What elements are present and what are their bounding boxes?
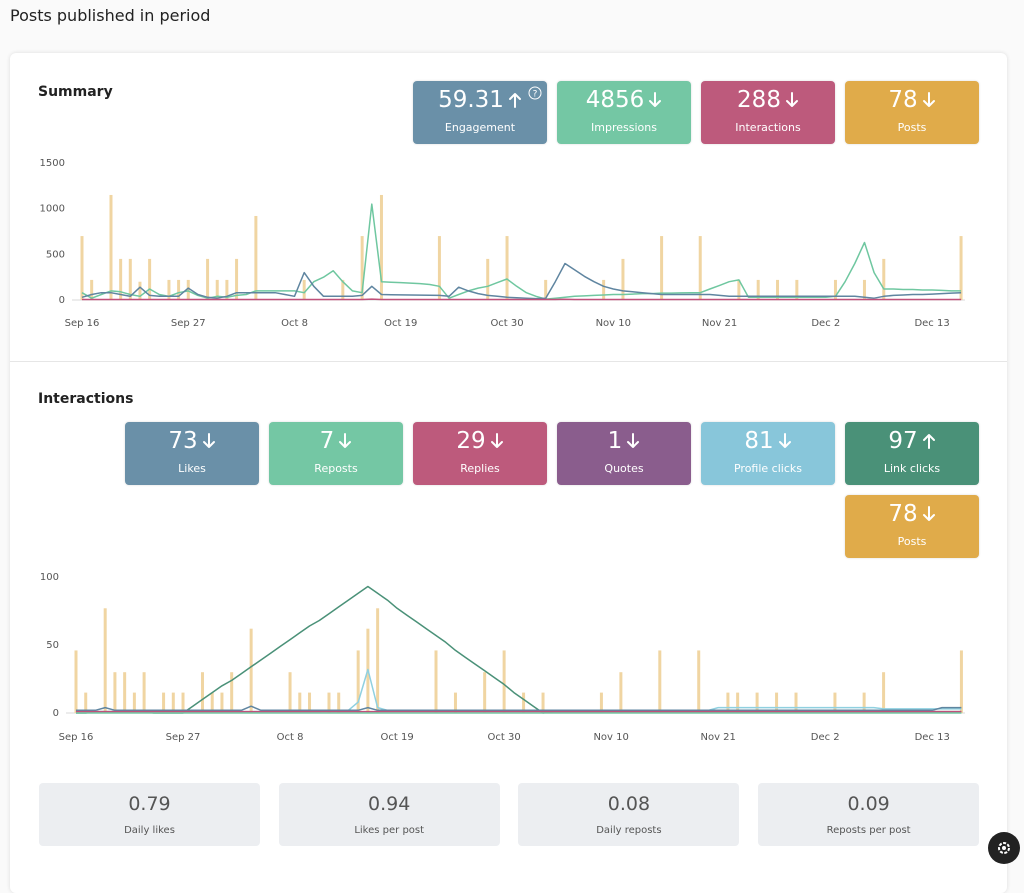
bar <box>960 650 963 713</box>
svg-text:?: ? <box>533 90 538 100</box>
bar <box>138 282 141 300</box>
bar <box>619 672 622 713</box>
stat-box: 0.79 Daily likes <box>39 783 260 846</box>
bar <box>438 236 441 300</box>
series-line <box>76 587 961 714</box>
x-tick-label: Dec 13 <box>915 732 950 743</box>
y-tick-label: 50 <box>46 640 59 651</box>
x-tick-label: Sep 27 <box>171 318 206 329</box>
y-tick-label: 1500 <box>40 158 65 169</box>
x-tick-label: Dec 2 <box>811 318 840 329</box>
bar <box>109 195 112 300</box>
stat-value: 0.08 <box>518 793 739 815</box>
bar <box>380 195 383 300</box>
bar <box>697 650 700 713</box>
x-tick-label: Sep 27 <box>166 732 201 743</box>
stat-box: 0.08 Daily reposts <box>518 783 739 846</box>
x-tick-label: Oct 19 <box>384 318 417 329</box>
x-tick-label: Nov 10 <box>596 318 631 329</box>
x-tick-label: Nov 10 <box>593 732 628 743</box>
series-line <box>76 670 961 712</box>
bar <box>882 259 885 300</box>
x-tick-label: Oct 19 <box>380 732 413 743</box>
stat-value: 0.94 <box>279 793 500 815</box>
y-tick-label: 0 <box>59 295 65 306</box>
stat-value: 0.79 <box>39 793 260 815</box>
bar <box>230 672 233 713</box>
help-icon[interactable]: ? <box>528 86 542 100</box>
bar <box>143 672 146 713</box>
stat-label: Likes per post <box>279 825 500 836</box>
y-tick-label: 1000 <box>40 204 65 215</box>
bar <box>658 650 661 713</box>
x-tick-label: Oct 8 <box>281 318 308 329</box>
stat-box: 0.94 Likes per post <box>279 783 500 846</box>
settings-button[interactable] <box>987 831 1021 865</box>
y-tick-label: 0 <box>53 708 59 719</box>
bar <box>435 650 438 713</box>
y-tick-label: 100 <box>40 572 59 583</box>
bar <box>882 672 885 713</box>
bar <box>113 672 116 713</box>
series-line <box>82 264 961 299</box>
stat-value: 0.09 <box>758 793 979 815</box>
bar <box>250 629 253 713</box>
bar <box>486 259 489 300</box>
bar <box>81 236 84 300</box>
bar <box>289 672 292 713</box>
stat-label: Reposts per post <box>758 825 979 836</box>
bar <box>206 259 209 300</box>
x-tick-label: Sep 16 <box>59 732 94 743</box>
x-tick-label: Sep 16 <box>65 318 100 329</box>
bar <box>602 280 605 300</box>
x-tick-label: Oct 30 <box>488 732 521 743</box>
x-tick-label: Dec 13 <box>914 318 949 329</box>
bar <box>660 236 663 300</box>
bar <box>75 650 78 713</box>
bar <box>123 672 126 713</box>
x-tick-label: Oct 30 <box>490 318 523 329</box>
stat-box: 0.09 Reposts per post <box>758 783 979 846</box>
bar <box>376 608 379 713</box>
x-tick-label: Nov 21 <box>700 732 735 743</box>
stat-label: Daily likes <box>39 825 260 836</box>
x-tick-label: Nov 21 <box>702 318 737 329</box>
series-line <box>82 204 961 299</box>
bar <box>104 608 107 713</box>
page: Posts published in period Summary Intera… <box>0 0 1024 871</box>
bar <box>503 650 506 713</box>
bar <box>303 280 306 300</box>
bar <box>506 236 509 300</box>
x-tick-label: Dec 2 <box>811 732 840 743</box>
bar <box>254 216 257 300</box>
stat-label: Daily reposts <box>518 825 739 836</box>
bar <box>201 672 204 713</box>
y-tick-label: 500 <box>46 249 65 260</box>
bar <box>699 236 702 300</box>
bar <box>483 672 486 713</box>
x-tick-label: Oct 8 <box>277 732 304 743</box>
